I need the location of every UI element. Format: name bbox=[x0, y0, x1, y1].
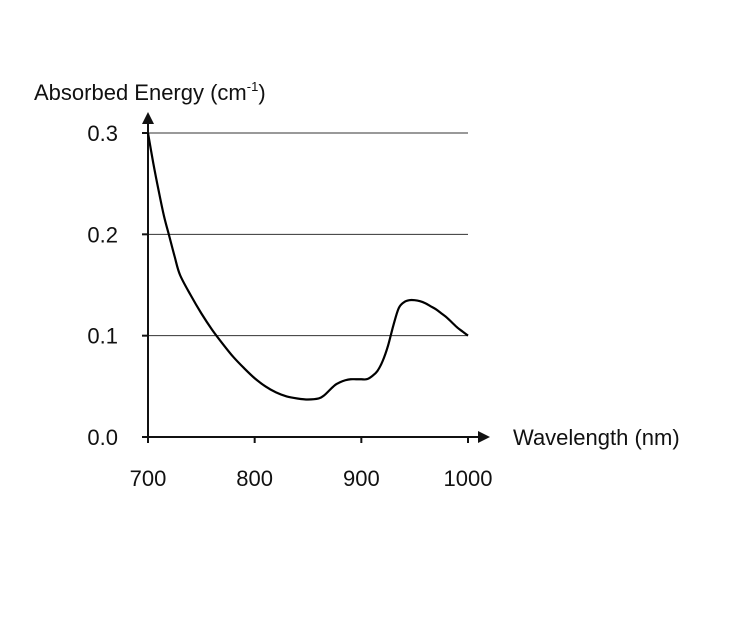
y-tick-label: 0.1 bbox=[87, 324, 118, 349]
y-axis-arrow bbox=[142, 112, 154, 124]
ticks: 0.0 0.1 0.2 0.3 700 800 900 1000 bbox=[87, 121, 492, 491]
x-axis-label: Wavelength (nm) bbox=[513, 425, 680, 450]
x-tick-label: 1000 bbox=[444, 466, 493, 491]
axes bbox=[142, 112, 490, 443]
y-tick-label: 0.2 bbox=[87, 222, 118, 247]
x-tick-label: 700 bbox=[130, 466, 167, 491]
x-axis-arrow bbox=[478, 431, 490, 443]
grid-lines bbox=[148, 132, 468, 337]
series bbox=[146, 132, 469, 401]
x-tick-label: 800 bbox=[236, 466, 273, 491]
y-axis-label: Absorbed Energy (cm-1) bbox=[34, 79, 266, 105]
y-tick-label: 0.3 bbox=[87, 121, 118, 146]
x-tick-label: 900 bbox=[343, 466, 380, 491]
y-tick-label: 0.0 bbox=[87, 425, 118, 450]
series-line-absorption bbox=[146, 132, 469, 401]
